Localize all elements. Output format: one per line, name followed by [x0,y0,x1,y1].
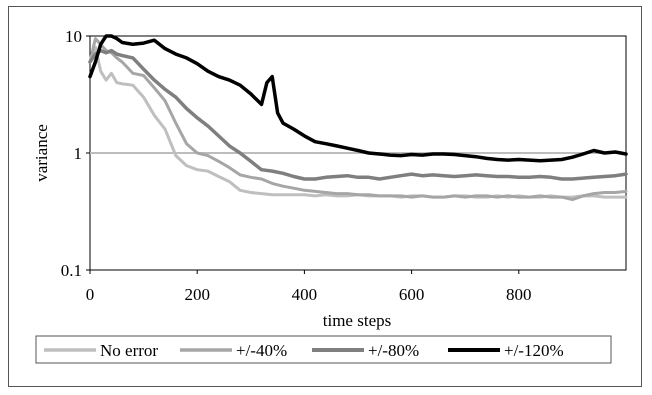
legend-label: +/-80% [368,341,419,360]
y-tick-label: 10 [65,27,82,46]
plot-area [89,35,627,271]
tick-labels: 0.1 1 10 0 200 400 600 800 [61,27,532,304]
legend-label: No error [100,341,158,360]
x-tick-label: 600 [399,285,425,304]
legend-label: +/-40% [236,341,287,360]
x-tick-label: 200 [184,285,210,304]
series-line-2 [88,37,628,202]
x-tick-label: 400 [292,285,318,304]
axes [86,35,520,274]
y-axis-title: variance [32,124,51,182]
series-layer [88,34,628,202]
legend: No error +/-40% +/-80% +/-120% [35,335,612,364]
x-tick-label: 0 [86,285,95,304]
x-tick-label: 800 [506,285,532,304]
y-tick-label: 1 [74,144,83,163]
y-tick-label: 0.1 [61,261,82,280]
series-line-4 [88,34,628,163]
x-axis-title: time steps [323,311,391,330]
legend-label: +/-120% [504,341,564,360]
series-line-3 [88,48,628,181]
